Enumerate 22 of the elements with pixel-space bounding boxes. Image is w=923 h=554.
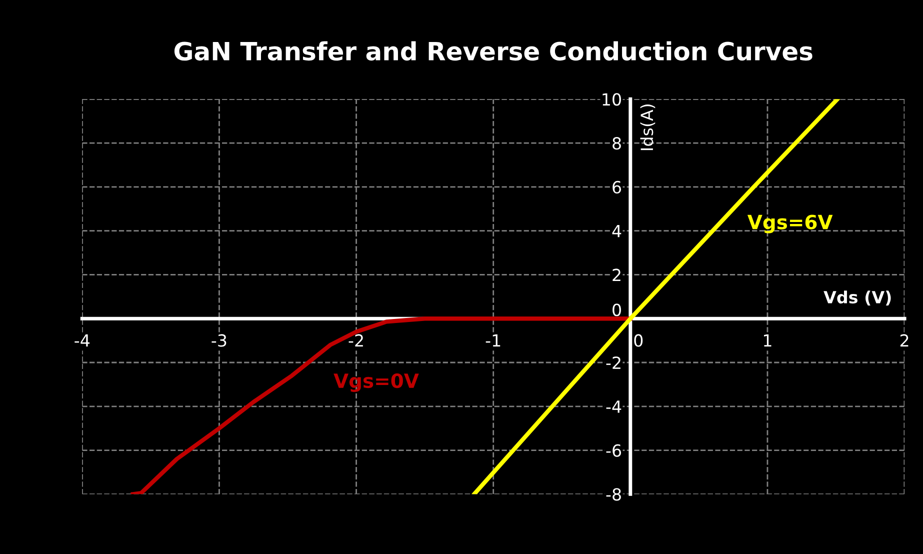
y-axis-title: Ids(A) <box>640 104 656 150</box>
y-tick-label: 8 <box>612 137 621 150</box>
y-tick-label: 6 <box>612 180 622 194</box>
y-tick-label: -6 <box>606 444 622 457</box>
x-axis-title: Vds (V) <box>824 290 891 306</box>
y-tick-label: -4 <box>606 400 622 413</box>
x-tick-label: 1 <box>764 334 772 347</box>
x-tick-label: 2 <box>900 334 908 347</box>
y-tick-label: -8 <box>606 488 621 501</box>
series-label: Vgs=0V <box>334 373 419 392</box>
y-tick-label: 0 <box>612 304 621 316</box>
x-tick-label: -4 <box>74 334 90 347</box>
y-tick-label: -2 <box>606 356 620 369</box>
y-tick-label: 10 <box>602 93 621 106</box>
x-tick-label: -3 <box>212 334 226 347</box>
x-tick-label: -2 <box>348 334 363 347</box>
chart-title: GaN Transfer and Reverse Conduction Curves <box>174 41 812 61</box>
y-tick-label: 4 <box>612 225 622 238</box>
x-tick-label: -1 <box>486 334 500 347</box>
x-tick-label: 0 <box>634 334 643 347</box>
series-label: Vgs=6V <box>747 214 833 234</box>
y-tick-label: 2 <box>612 268 620 282</box>
